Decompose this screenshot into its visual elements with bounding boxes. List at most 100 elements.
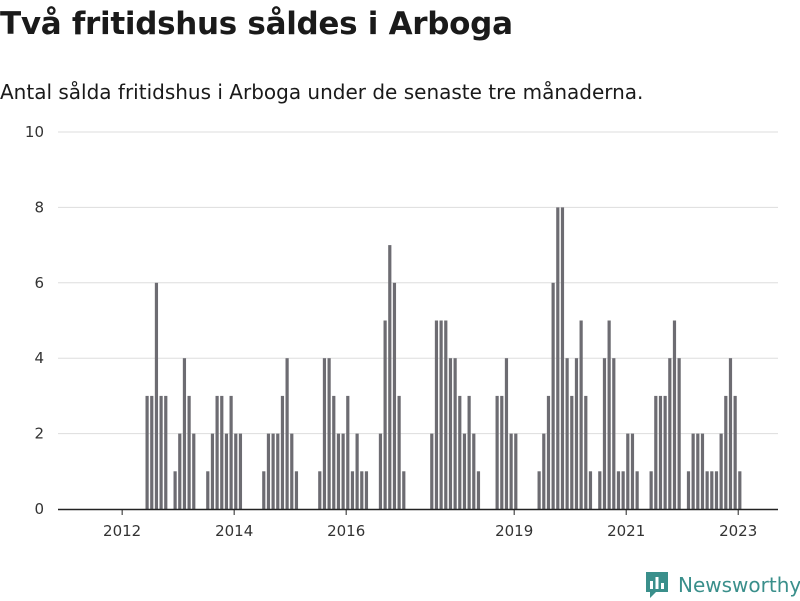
bar — [608, 321, 611, 510]
bar — [510, 434, 513, 509]
bar — [566, 358, 569, 509]
bar — [570, 396, 573, 509]
bar — [463, 434, 466, 509]
tick-labels: 024681022012201420162019202120232025 — [25, 123, 800, 540]
bar — [398, 396, 401, 509]
bar — [631, 434, 634, 509]
bar — [356, 434, 359, 509]
bar — [556, 207, 559, 509]
bar — [328, 358, 331, 509]
bar — [206, 471, 209, 509]
bar — [384, 321, 387, 510]
y-tick-label: 8 — [34, 198, 44, 216]
bar — [454, 358, 457, 509]
bar — [734, 396, 737, 509]
bar — [430, 434, 433, 509]
bar — [346, 396, 349, 509]
bar — [547, 396, 550, 509]
bar — [468, 396, 471, 509]
bar — [351, 471, 354, 509]
bar — [337, 434, 340, 509]
bar — [402, 471, 405, 509]
bar — [318, 471, 321, 509]
bar — [220, 396, 223, 509]
bar — [477, 471, 480, 509]
bar — [650, 471, 653, 509]
bar — [659, 396, 662, 509]
y-tick-label: 0 — [34, 500, 44, 518]
bar — [542, 434, 545, 509]
y-tick-label: 2 — [34, 425, 44, 443]
bar — [183, 358, 186, 509]
bar — [262, 471, 265, 509]
bar — [211, 434, 214, 509]
bar — [664, 396, 667, 509]
bar — [706, 471, 709, 509]
bar — [496, 396, 499, 509]
bar — [715, 471, 718, 509]
bar — [458, 396, 461, 509]
bar — [444, 321, 447, 510]
x-tick-label: 2023 — [719, 522, 757, 540]
bar — [393, 283, 396, 509]
bar — [696, 434, 699, 509]
x-tick-label: 2012 — [103, 522, 141, 540]
bar — [603, 358, 606, 509]
bar — [678, 358, 681, 509]
bar — [225, 434, 228, 509]
bar — [276, 434, 279, 509]
bar — [449, 358, 452, 509]
newsworthy-logo[interactable]: Newsworthy — [644, 569, 800, 601]
bar — [617, 471, 620, 509]
bar — [538, 471, 541, 509]
bar-chart: 024681022012201420162019202120232025 — [0, 0, 800, 560]
bar — [673, 321, 676, 510]
bar — [160, 396, 163, 509]
x-tick-label: 2016 — [327, 522, 365, 540]
bar — [552, 283, 555, 509]
bar — [342, 434, 345, 509]
brand-name: Newsworthy — [678, 573, 800, 597]
bar — [379, 434, 382, 509]
y-tick-label: 4 — [34, 349, 44, 367]
y-tick-label: 6 — [34, 274, 44, 292]
bar — [290, 434, 293, 509]
bar — [295, 471, 298, 509]
y-tick-label: 10 — [25, 123, 44, 141]
bar — [738, 471, 741, 509]
bar — [561, 207, 564, 509]
bar — [435, 321, 438, 510]
bar — [360, 471, 363, 509]
bar — [729, 358, 732, 509]
bar — [626, 434, 629, 509]
bar — [164, 396, 167, 509]
bar — [146, 396, 149, 509]
bar — [155, 283, 158, 509]
bar — [710, 471, 713, 509]
bar — [720, 434, 723, 509]
bar — [239, 434, 242, 509]
bar — [622, 471, 625, 509]
bar — [584, 396, 587, 509]
newsworthy-chart-icon — [644, 570, 670, 600]
axes — [58, 509, 800, 515]
bar — [580, 321, 583, 510]
bar — [687, 471, 690, 509]
bar — [654, 396, 657, 509]
bar — [701, 434, 704, 509]
bar — [388, 245, 391, 509]
bar — [440, 321, 443, 510]
bar — [668, 358, 671, 509]
bar — [281, 396, 284, 509]
bar — [505, 358, 508, 509]
x-tick-label: 2019 — [495, 522, 533, 540]
bar — [272, 434, 275, 509]
bar — [230, 396, 233, 509]
bar — [192, 434, 195, 509]
bar — [575, 358, 578, 509]
bar — [188, 396, 191, 509]
bar — [598, 471, 601, 509]
bar — [636, 471, 639, 509]
bar — [472, 434, 475, 509]
bar — [612, 358, 615, 509]
